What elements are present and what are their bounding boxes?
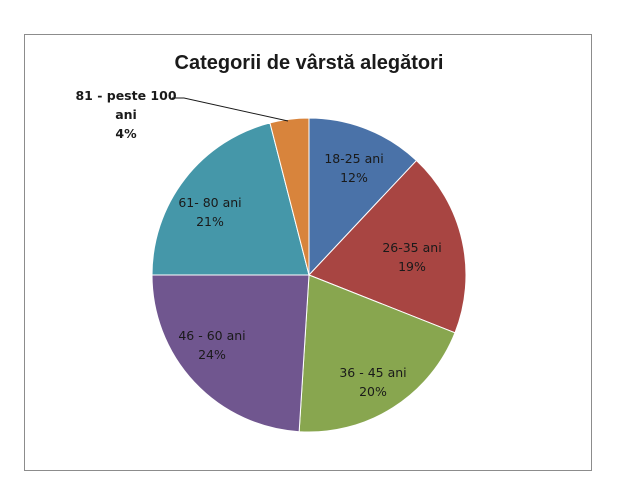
pie-slices (151, 117, 467, 433)
slice-label-3: 36 - 45 ani 20% (339, 365, 406, 399)
pie-slice-1 (308, 117, 418, 277)
pie-slice-4 (151, 274, 310, 433)
pie-slice-2 (308, 159, 467, 334)
slice-label-2: 26-35 ani 19% (382, 240, 441, 274)
slice-label-1: 18-25 ani 12% (324, 151, 383, 185)
pie-slice-5 (151, 122, 310, 276)
slice-label-5: 61- 80 ani 21% (178, 195, 241, 229)
chart-title: Categorii de vârstă alegători (175, 52, 444, 74)
pie-slice-3 (298, 274, 456, 433)
leader-line (172, 97, 289, 122)
pie-labels: 18-25 ani 12% 26-35 ani 19% 36 - 45 ani 20% 46… (75, 88, 441, 399)
slice-label-4: 46 - 60 ani 24% (178, 328, 245, 362)
slice-label-6: 81 - peste 100 ani 4% (75, 88, 176, 141)
pie-slice-6 (269, 117, 310, 276)
